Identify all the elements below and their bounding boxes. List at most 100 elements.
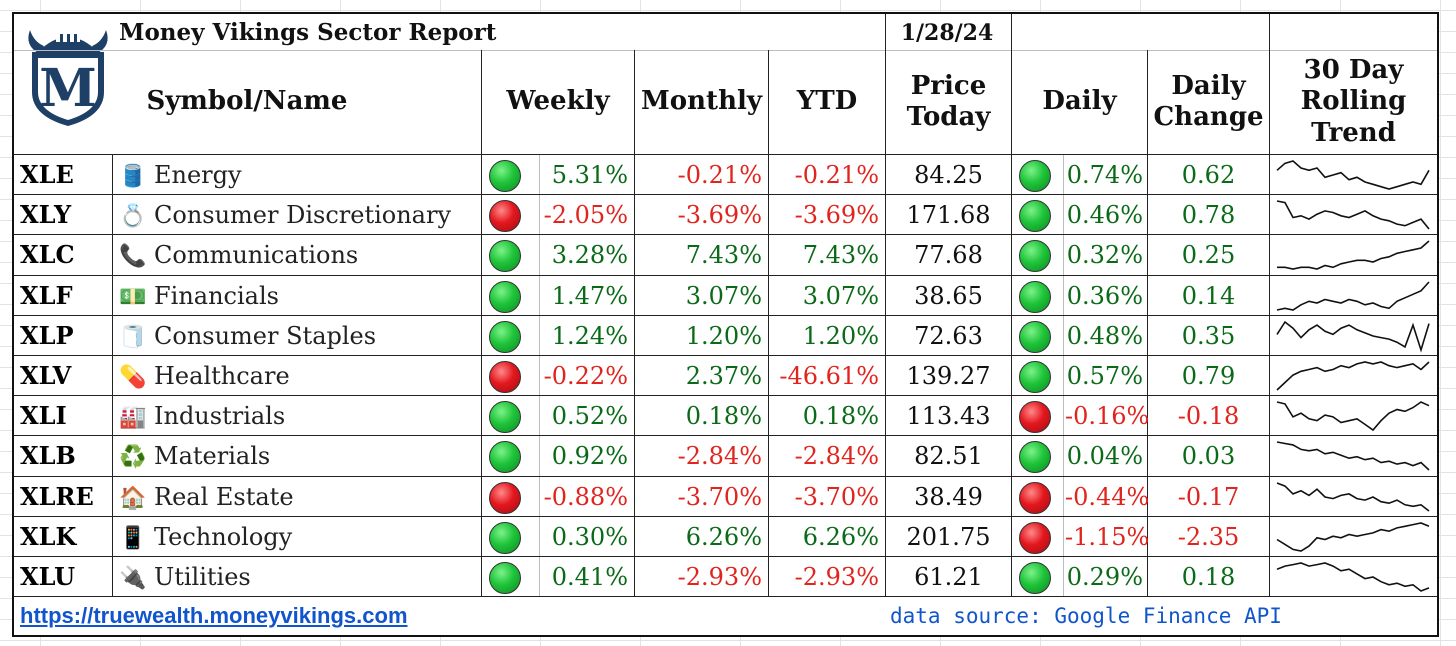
table-row: XLRE 🏠 Real Estate -0.88% -3.70% -3.70% 38.49 -… <box>14 475 1437 516</box>
monthly-value: 2.37% <box>685 362 762 390</box>
header-daily: Daily <box>1042 86 1117 117</box>
divider-price <box>1011 14 1012 596</box>
green-circle-icon <box>1019 240 1051 273</box>
weekly-value: 1.47% <box>551 281 628 310</box>
price-today-value: 171.68 <box>906 201 991 230</box>
monthly-value: -3.70% <box>677 482 762 511</box>
header-ytd: YTD <box>796 86 858 117</box>
monthly-value: -0.21% <box>677 161 762 189</box>
sector-emoji-icon: 📱 <box>119 525 147 551</box>
trend-line <box>1276 361 1430 391</box>
trend-line <box>1276 320 1430 353</box>
green-circle-icon <box>489 441 521 474</box>
divider-weekly-dot <box>539 154 540 596</box>
daily-percent-value: 0.46% <box>1066 201 1143 230</box>
price-today-value: 82.51 <box>914 442 983 471</box>
weekly-value: 1.24% <box>551 321 628 350</box>
daily-percent-value: -0.44% <box>1065 482 1150 511</box>
report-footer: https://truewealth.moneyvikings.com data… <box>14 596 1437 637</box>
daily-change-value: -0.18 <box>1177 402 1240 431</box>
green-circle-icon <box>1019 280 1051 313</box>
trend-sparkline <box>1276 361 1430 391</box>
ytd-value: 0.18% <box>802 402 879 431</box>
daily-percent-value: 0.29% <box>1066 563 1143 591</box>
green-circle-icon <box>489 160 521 192</box>
symbol-cell: XLRE <box>20 481 94 511</box>
red-circle-icon <box>1019 481 1051 514</box>
trend-sparkline <box>1277 240 1430 271</box>
red-circle-icon <box>489 361 521 393</box>
ytd-value: -3.70% <box>794 482 879 511</box>
divider-symbol <box>112 154 113 596</box>
daily-percent-value: 0.57% <box>1066 362 1143 390</box>
trend-line <box>1276 401 1430 432</box>
ytd-value: 3.07% <box>802 281 879 310</box>
divider-name <box>481 50 482 596</box>
symbol-cell: XLV <box>20 361 72 390</box>
monthly-value: 0.18% <box>685 402 762 431</box>
sector-report-table: M Money Vikings Sector Report 1/28/24 Sy… <box>12 12 1439 637</box>
daily-percent-value: -0.16% <box>1065 402 1150 431</box>
monthly-value: -2.84% <box>677 442 762 471</box>
header-monthly: Monthly <box>641 86 762 117</box>
symbol-cell: XLF <box>20 280 73 310</box>
report-header: M Money Vikings Sector Report 1/28/24 Sy… <box>14 14 1437 154</box>
green-circle-icon <box>489 401 521 434</box>
divider-ytd <box>885 14 886 596</box>
green-circle-icon <box>1019 200 1051 233</box>
website-link[interactable]: https://truewealth.moneyvikings.com <box>20 603 408 628</box>
daily-percent-value: 0.36% <box>1066 281 1143 310</box>
price-today-value: 77.68 <box>914 241 983 270</box>
trend-line <box>1276 562 1430 592</box>
trend-sparkline <box>1276 521 1430 552</box>
monthly-value: 6.26% <box>685 522 762 551</box>
report-date: 1/28/24 <box>900 20 994 46</box>
weekly-value: 3.28% <box>551 241 628 270</box>
sector-name-cell: 📱 Technology <box>118 517 292 557</box>
sector-name-cell: 💊 Healthcare <box>118 356 289 396</box>
weekly-value: -0.88% <box>543 482 628 511</box>
green-circle-icon <box>1019 320 1051 353</box>
table-row: XLV 💊 Healthcare -0.22% 2.37% -46.61% 139.27 0.… <box>14 355 1437 395</box>
sector-name: Communications <box>154 241 359 270</box>
symbol-cell: XLY <box>20 200 72 230</box>
symbol-cell: XLI <box>20 401 67 431</box>
price-today-value: 38.49 <box>914 482 983 511</box>
ytd-value: -3.69% <box>794 201 879 230</box>
symbol-cell: XLE <box>20 160 74 189</box>
header-symbol-name: Symbol/Name <box>146 86 348 117</box>
ytd-value: -2.84% <box>794 442 879 471</box>
ytd-value: 6.26% <box>802 522 879 551</box>
price-today-value: 72.63 <box>914 321 983 350</box>
sector-name: Financials <box>154 281 279 310</box>
daily-change-value: 0.62 <box>1181 161 1236 189</box>
sector-name-cell: ♻️ Materials <box>118 436 270 476</box>
symbol-cell: XLC <box>20 240 75 270</box>
weekly-value: -0.22% <box>543 362 628 390</box>
green-circle-icon <box>489 280 521 313</box>
sector-emoji-icon: 💊 <box>119 365 147 390</box>
sector-name-cell: 🛢️ Energy <box>118 155 241 195</box>
price-today-value: 201.75 <box>906 522 991 551</box>
header-price-today: Price Today <box>906 70 991 132</box>
table-row: XLF 💵 Financials 1.47% 3.07% 3.07% 38.65 0.36% 0… <box>14 274 1437 316</box>
price-today-value: 38.65 <box>914 281 983 310</box>
trend-sparkline <box>1276 160 1430 190</box>
trend-sparkline <box>1276 401 1430 432</box>
trend-sparkline <box>1276 281 1430 311</box>
report-title: Money Vikings Sector Report <box>119 19 497 46</box>
daily-change-value: 0.78 <box>1181 201 1236 230</box>
sector-name-cell: 💵 Financials <box>118 276 279 316</box>
monthly-value: -2.93% <box>677 563 762 591</box>
divider-daily <box>1147 50 1148 596</box>
title-divider <box>14 50 1437 51</box>
symbol-cell: XLB <box>20 441 76 471</box>
sector-name: Industrials <box>154 402 286 431</box>
table-row: XLY 💍 Consumer Discretionary -2.05% -3.69% -3… <box>14 194 1437 234</box>
sector-name: Utilities <box>154 563 251 591</box>
daily-percent-value: 0.04% <box>1066 442 1143 471</box>
green-circle-icon <box>1019 441 1051 474</box>
trend-sparkline <box>1276 200 1430 230</box>
header-30-day-trend: 30 Day Rolling Trend <box>1300 55 1407 148</box>
red-circle-icon <box>489 200 521 233</box>
